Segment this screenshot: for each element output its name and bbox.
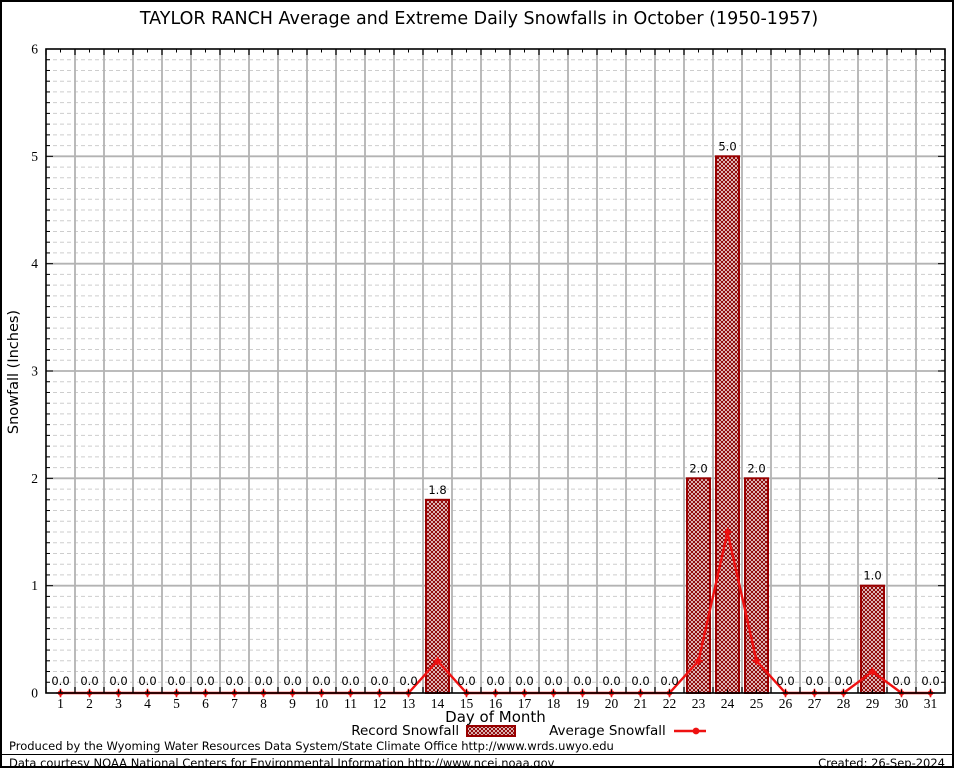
x-tick-label-22: 22 [663, 696, 677, 711]
x-tick-label-10: 10 [315, 696, 329, 711]
x-tick-label-19: 19 [576, 696, 590, 711]
value-label-day-29: 1.0 [863, 569, 881, 583]
value-label-day-23: 2.0 [689, 461, 707, 475]
x-tick-label-28: 28 [837, 696, 851, 711]
x-tick-label-30: 30 [895, 696, 909, 711]
x-tick-label-6: 6 [202, 696, 209, 711]
value-labels: 0.0 0.0 0.0 0.0 0.0 0.0 0.0 0.0 0.0 0.0 0.0 0.0 0.0 1… [51, 139, 939, 688]
y-tick-label-1: 1 [31, 578, 38, 593]
legend-record-label: Record Snowfall [351, 723, 460, 739]
x-tick-label-16: 16 [489, 696, 503, 711]
value-label-day-20: 0.0 [602, 674, 620, 688]
y-tick-label-0: 0 [31, 686, 38, 701]
x-tick-label-18: 18 [547, 696, 561, 711]
axis-ticks [45, 48, 946, 694]
x-tick-label-29: 29 [866, 696, 880, 711]
value-label-day-6: 0.0 [196, 674, 214, 688]
y-tick-label-3: 3 [31, 364, 38, 379]
y-axis-label: Snowfall (Inches) [6, 309, 22, 435]
footer-created-date: Created: 26-Sep-2024 [818, 756, 945, 768]
y-tick-label-6: 6 [31, 42, 38, 57]
value-label-day-9: 0.0 [283, 674, 301, 688]
x-tick-label-25: 25 [750, 696, 764, 711]
legend-average-label: Average Snowfall [549, 723, 666, 739]
y-tick-labels: 0 1 2 3 4 5 6 [31, 42, 38, 701]
x-tick-label-4: 4 [144, 696, 151, 711]
x-tick-labels: 1 2 3 4 5 6 7 8 9 10 11 12 13 14 15 16 17 18 19 20 21 22 23 24 2… [57, 696, 937, 711]
x-axis-label: Day of Month [445, 708, 546, 726]
legend: Record Snowfall Average Snowfall [2, 723, 952, 739]
value-label-day-8: 0.0 [254, 674, 272, 688]
x-tick-label-20: 20 [605, 696, 619, 711]
footer-bottom-row: Data courtesy NOAA National Centers for … [9, 756, 945, 768]
grid-minor-lines [46, 59, 945, 683]
value-label-day-30: 0.0 [892, 674, 910, 688]
x-tick-label-14: 14 [431, 696, 445, 711]
value-label-day-14: 1.8 [428, 483, 446, 497]
value-label-day-3: 0.0 [109, 674, 127, 688]
x-tick-label-2: 2 [86, 696, 93, 711]
record-bar-day-24 [715, 155, 740, 695]
x-tick-label-12: 12 [373, 696, 387, 711]
value-label-day-12: 0.0 [370, 674, 388, 688]
x-tick-label-17: 17 [518, 696, 532, 711]
x-tick-label-11: 11 [344, 696, 357, 711]
footer-divider [2, 754, 952, 755]
x-tick-label-24: 24 [721, 696, 735, 711]
footer-producer-credit: Produced by the Wyoming Water Resources … [9, 739, 614, 753]
value-label-day-1: 0.0 [51, 674, 69, 688]
value-label-day-4: 0.0 [138, 674, 156, 688]
value-label-day-13: 0.0 [399, 674, 417, 688]
value-label-day-15: 0.0 [457, 674, 475, 688]
value-label-day-19: 0.0 [573, 674, 591, 688]
x-tick-label-7: 7 [231, 696, 238, 711]
x-tick-label-8: 8 [260, 696, 267, 711]
value-label-day-5: 0.0 [167, 674, 185, 688]
x-tick-label-1: 1 [57, 696, 64, 711]
x-tick-label-5: 5 [173, 696, 180, 711]
value-label-day-2: 0.0 [80, 674, 98, 688]
value-label-day-7: 0.0 [225, 674, 243, 688]
value-label-day-18: 0.0 [544, 674, 562, 688]
y-tick-label-5: 5 [31, 149, 38, 164]
grid-major-lines [46, 49, 945, 693]
x-tick-label-9: 9 [289, 696, 296, 711]
x-tick-label-21: 21 [634, 696, 648, 711]
value-label-day-31: 0.0 [921, 674, 939, 688]
value-label-day-22: 0.0 [660, 674, 678, 688]
value-label-day-25: 2.0 [747, 461, 765, 475]
x-tick-label-15: 15 [460, 696, 474, 711]
x-tick-label-31: 31 [924, 696, 938, 711]
value-label-day-27: 0.0 [805, 674, 823, 688]
value-label-day-26: 0.0 [776, 674, 794, 688]
value-label-day-17: 0.0 [515, 674, 533, 688]
chart-title: TAYLOR RANCH Average and Extreme Daily S… [139, 9, 819, 29]
x-tick-label-27: 27 [808, 696, 822, 711]
value-label-day-16: 0.0 [486, 674, 504, 688]
x-tick-label-26: 26 [779, 696, 793, 711]
average-snowfall-line-icon [673, 727, 706, 735]
y-tick-label-2: 2 [31, 471, 38, 486]
x-tick-label-3: 3 [115, 696, 122, 711]
y-tick-label-4: 4 [31, 256, 38, 271]
value-label-day-11: 0.0 [341, 674, 359, 688]
x-tick-label-13: 13 [402, 696, 416, 711]
value-label-day-24: 5.0 [718, 139, 736, 153]
value-label-day-10: 0.0 [312, 674, 330, 688]
footer-data-credit: Data courtesy NOAA National Centers for … [9, 756, 555, 768]
record-snowfall-swatch-icon [466, 725, 517, 737]
value-label-day-21: 0.0 [631, 674, 649, 688]
value-label-day-28: 0.0 [834, 674, 852, 688]
x-tick-label-23: 23 [692, 696, 706, 711]
